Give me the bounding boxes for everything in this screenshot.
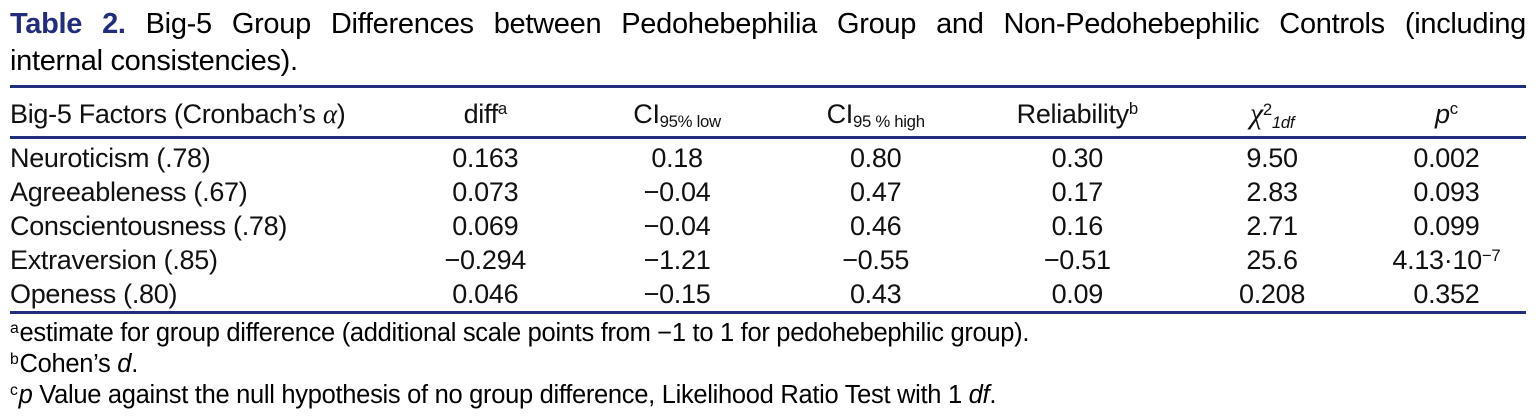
chi-symbol: χ — [1249, 97, 1263, 130]
table-row-conscientousness: Conscientousness (.78) 0.069 −0.04 0.46 … — [10, 209, 1526, 243]
cell-diff: 0.046 — [452, 279, 519, 309]
cell-factor: Openess (.80) — [10, 279, 178, 309]
cell-chi2: 25.6 — [1246, 245, 1298, 275]
cell-ci-high: 0.46 — [849, 211, 902, 241]
cell-p: 0.352 — [1413, 279, 1480, 309]
cell-factor: Conscientousness (.78) — [10, 211, 288, 241]
cell-diff: 0.163 — [452, 143, 519, 173]
col-header-p: pc — [1435, 98, 1458, 129]
cell-ci-high: 0.43 — [849, 279, 902, 309]
caption-text-line2: internal consistencies). — [10, 45, 298, 77]
cell-reliability: 0.30 — [1051, 143, 1104, 173]
cell-reliability: 0.09 — [1051, 279, 1104, 309]
cell-ci-high: 0.47 — [849, 177, 902, 207]
col-header-factors: Big-5 Factors (Cronbach’s α) — [10, 98, 346, 129]
col-header-chi2: χ21df — [1249, 97, 1295, 132]
footnote-marker-a: a — [497, 99, 507, 119]
cell-reliability: 0.17 — [1051, 177, 1104, 207]
header-row: Big-5 Factors (Cronbach’s α) diffa CI95%… — [10, 87, 1526, 138]
table-number-label: Table 2. — [10, 8, 126, 40]
cell-factor: Neuroticism (.78) — [10, 143, 211, 173]
cell-chi2: 0.208 — [1239, 279, 1306, 309]
table-caption: Table 2. Big-5 Group Differences between… — [10, 6, 1526, 80]
cell-factor: Extraversion (.85) — [10, 245, 218, 275]
caption-text-line1: Big-5 Group Differences between Pedohebe… — [145, 8, 1527, 40]
cell-chi2: 2.83 — [1246, 177, 1298, 207]
footnote-a-marker: a — [10, 320, 19, 338]
footnote-b-marker: b — [10, 351, 19, 369]
table-row-agreeableness: Agreeableness (.67) 0.073 −0.04 0.47 0.1… — [10, 175, 1526, 209]
cell-ci-low: 0.18 — [651, 143, 703, 173]
footnote-b: bCohen’s d. — [10, 350, 138, 378]
table-row-extraversion: Extraversion (.85) −0.294 −1.21 −0.55 −0… — [10, 243, 1526, 277]
cell-chi2: 9.50 — [1246, 143, 1298, 173]
footnote-marker-c: c — [1449, 99, 1458, 119]
col-header-ci-high: CI95 % high — [826, 98, 925, 132]
cell-ci-low: −1.21 — [643, 245, 711, 275]
cell-ci-high: −0.55 — [842, 245, 910, 275]
col-header-reliability: Reliabilityb — [1016, 98, 1139, 129]
col-header-ci-low: CI95% low — [633, 98, 721, 132]
footnote-a: aestimate for group difference (addition… — [10, 319, 1030, 347]
p-exponent: −7 — [1481, 245, 1501, 265]
cell-p: 4.13·10−7 — [1392, 245, 1501, 275]
caption-line-1: Table 2. Big-5 Group Differences between… — [10, 6, 1526, 43]
cell-diff: 0.069 — [452, 211, 519, 241]
cell-ci-low: −0.15 — [643, 279, 711, 309]
cell-chi2: 2.71 — [1246, 211, 1298, 241]
cell-ci-high: 0.80 — [849, 143, 902, 173]
cell-p: 0.002 — [1413, 143, 1480, 173]
footnote-marker-b: b — [1128, 99, 1138, 119]
cell-ci-low: −0.04 — [643, 211, 711, 241]
cell-diff: −0.294 — [444, 245, 527, 275]
cell-ci-low: −0.04 — [643, 177, 711, 207]
cell-diff: 0.073 — [452, 177, 519, 207]
table-row-openess: Openess (.80) 0.046 −0.15 0.43 0.09 0.20… — [10, 277, 1526, 313]
big5-differences-table: Big-5 Factors (Cronbach’s α) diffa CI95%… — [10, 85, 1526, 314]
alpha-symbol: α — [322, 98, 337, 129]
footnote-c-marker: c — [10, 382, 18, 400]
cell-reliability: 0.16 — [1051, 211, 1104, 241]
table-footnotes: aestimate for group difference (addition… — [10, 318, 1526, 411]
table-row-neuroticism: Neuroticism (.78) 0.163 0.18 0.80 0.30 9… — [10, 138, 1526, 176]
cell-p: 0.099 — [1413, 211, 1480, 241]
cell-factor: Agreeableness (.67) — [10, 177, 248, 207]
col-header-diff: diffa — [463, 98, 508, 129]
caption-line-2: internal consistencies). — [10, 43, 1526, 80]
footnote-c: cp Value against the null hypothesis of … — [10, 381, 997, 409]
cell-p: 0.093 — [1413, 177, 1480, 207]
cell-reliability: −0.51 — [1043, 245, 1111, 275]
